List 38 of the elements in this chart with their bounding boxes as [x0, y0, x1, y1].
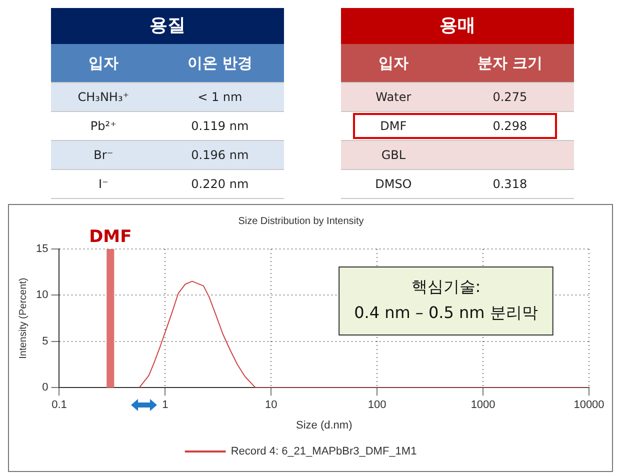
annotation: 핵심기술:: [411, 277, 481, 296]
text: DMF: [379, 119, 408, 133]
text: DMSO: [374, 177, 413, 191]
text: Water: [374, 90, 412, 104]
text: Pb²⁺: [89, 119, 118, 133]
x-tick-label: 10000: [574, 399, 604, 412]
text: 용매: [341, 8, 574, 44]
y-tick-label: 0: [42, 382, 48, 394]
x-tick-label: 10: [265, 399, 278, 412]
text: CH₃NH₃⁺: [76, 90, 130, 104]
y-axis-title: Intensity (Percent): [18, 278, 29, 359]
legend-label: Record 4: 6_21_MAPbBr3_DMF_1M1: [230, 446, 417, 458]
text: 용질: [51, 8, 284, 44]
text: 0.196 nm: [190, 148, 250, 162]
text: 입자: [377, 54, 410, 72]
text: 0.318: [492, 177, 528, 191]
band-label: DMF: [89, 226, 132, 247]
text: 0.298: [492, 119, 528, 133]
x-axis-title: Size (d.nm): [296, 419, 352, 432]
text: 0.119 nm: [190, 119, 250, 133]
y-tick-label: 5: [42, 335, 48, 348]
x-tick-label: 0.1: [52, 399, 67, 412]
text: I⁻: [97, 177, 110, 191]
x-tick-label: 100: [368, 399, 386, 412]
x-tick-label: 1: [162, 399, 168, 412]
text: < 1 nm: [196, 90, 244, 104]
text: 0.275: [492, 90, 528, 104]
chart-title: Size Distribution by Intensity: [238, 216, 364, 227]
annotation: 0.4 nm – 0.5 nm 분리막: [354, 303, 538, 322]
text: 입자: [87, 54, 120, 72]
text: 분자 크기: [476, 54, 544, 72]
text: 이온 반경: [186, 54, 254, 72]
y-tick-label: 15: [36, 243, 48, 256]
text: Br⁻: [92, 148, 114, 162]
y-tick-label: 10: [36, 289, 48, 302]
text: GBL: [380, 148, 407, 162]
text: 0.220 nm: [190, 177, 250, 191]
x-tick-label: 1000: [470, 399, 496, 412]
